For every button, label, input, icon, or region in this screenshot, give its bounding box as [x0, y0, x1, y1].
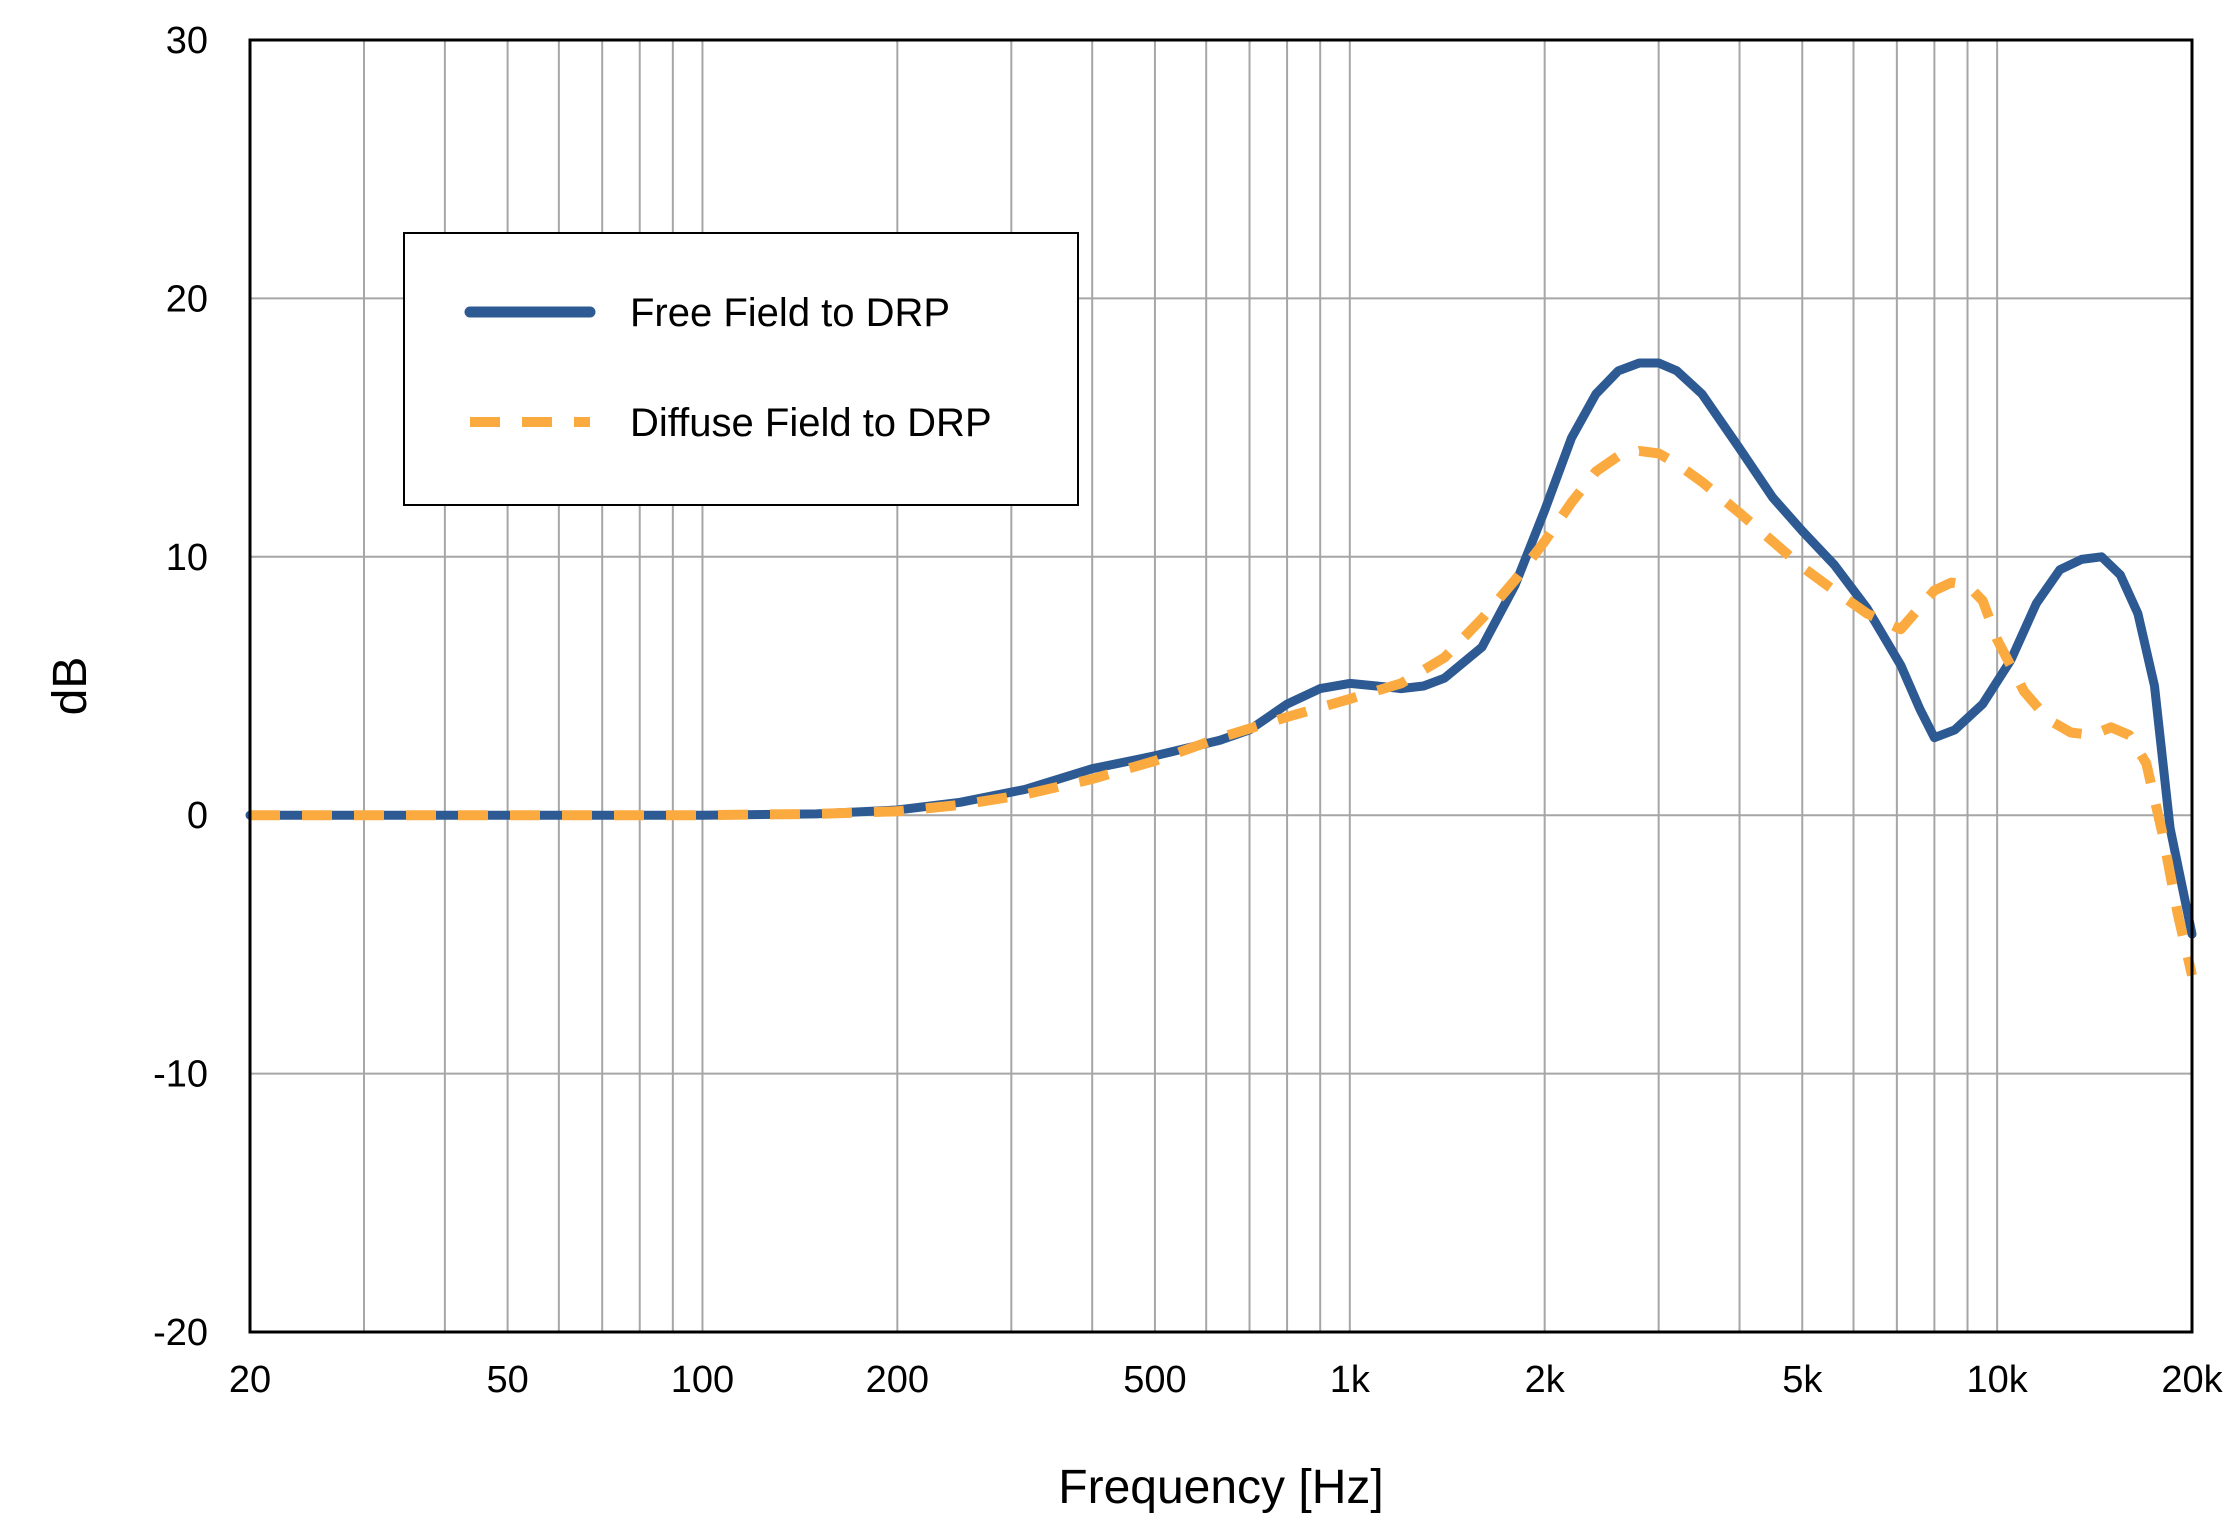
x-tick-label: 100: [671, 1359, 734, 1401]
legend-label-diffuse-field: Diffuse Field to DRP: [630, 401, 992, 445]
y-axis-tick-labels: 30 20 10 0 -10 -20: [153, 20, 208, 1354]
series-group: [245, 358, 2197, 977]
plot-area-frame: [248, 38, 2194, 1334]
y-tick-label: -10: [153, 1054, 208, 1096]
x-tick-label: 200: [866, 1359, 929, 1401]
series-line-diffuse-field: [250, 445, 2197, 977]
x-tick-label: 50: [486, 1359, 528, 1401]
x-tick-label: 20: [229, 1359, 271, 1401]
x-axis-tick-labels: 20 50 100 200 500 1k 2k 5k 10k 20k: [229, 1359, 2224, 1401]
legend-box: [403, 232, 1079, 506]
x-tick-label: 1k: [1330, 1359, 1371, 1401]
y-tick-label: -20: [153, 1312, 208, 1354]
y-tick-label: 0: [187, 795, 208, 837]
y-tick-label: 20: [166, 278, 208, 320]
x-axis-title: Frequency [Hz]: [1058, 1461, 1383, 1514]
legend: Free Field to DRP Diffuse Field to DRP: [403, 232, 1079, 506]
x-tick-label: 10k: [1966, 1359, 2028, 1401]
x-tick-label: 2k: [1525, 1359, 1566, 1401]
y-tick-label: 10: [166, 537, 208, 579]
x-tick-label: 500: [1123, 1359, 1186, 1401]
x-tick-label: 5k: [1782, 1359, 1823, 1401]
x-tick-label: 20k: [2161, 1359, 2223, 1401]
y-axis-title: dB: [44, 657, 97, 716]
legend-label-free-field: Free Field to DRP: [630, 291, 950, 335]
y-tick-label: 30: [166, 20, 208, 62]
